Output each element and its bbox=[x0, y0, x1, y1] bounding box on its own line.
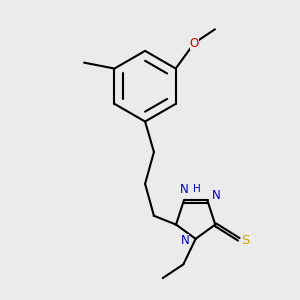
Text: O: O bbox=[190, 37, 199, 50]
Text: S: S bbox=[241, 234, 249, 247]
Text: H: H bbox=[194, 184, 201, 194]
Text: N: N bbox=[180, 183, 189, 196]
Text: N: N bbox=[181, 234, 189, 247]
Text: N: N bbox=[212, 189, 221, 202]
